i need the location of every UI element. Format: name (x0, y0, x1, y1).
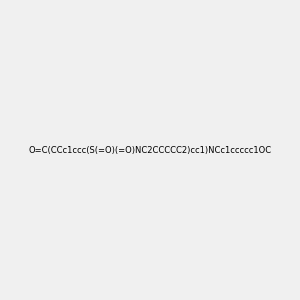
Text: O=C(CCc1ccc(S(=O)(=O)NC2CCCCC2)cc1)NCc1ccccc1OC: O=C(CCc1ccc(S(=O)(=O)NC2CCCCC2)cc1)NCc1c… (28, 146, 272, 154)
